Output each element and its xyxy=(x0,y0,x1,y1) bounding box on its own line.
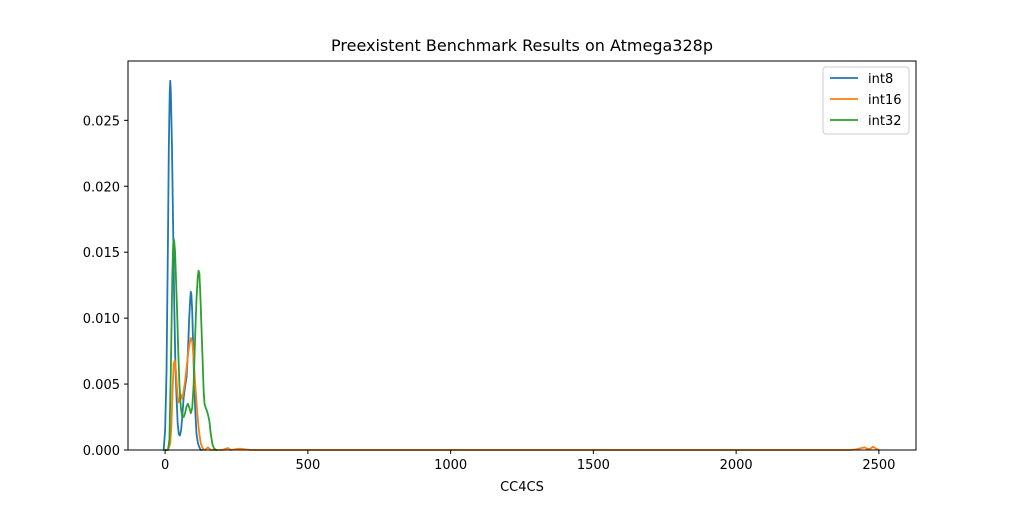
legend-label-int16: int16 xyxy=(868,93,902,108)
x-tick-label: 1500 xyxy=(577,458,610,473)
x-tick-label: 2000 xyxy=(720,458,753,473)
series-line-int32 xyxy=(164,238,218,451)
y-tick-label: 0.025 xyxy=(83,114,120,129)
x-axis: 0 500 1000 1500 2000 2500 xyxy=(161,450,895,473)
y-tick-label: 0.000 xyxy=(83,444,120,459)
y-axis: 0.000 0.005 0.010 0.015 0.020 0.025 xyxy=(83,114,128,459)
plot-frame xyxy=(127,60,917,451)
y-tick-label: 0.015 xyxy=(83,246,120,261)
x-tick-label: 2500 xyxy=(862,458,895,473)
legend-label-int32: int32 xyxy=(868,114,902,129)
x-axis-label: CC4CS xyxy=(500,480,544,495)
legend: int8 int16 int32 xyxy=(822,66,910,135)
x-tick-label: 1000 xyxy=(434,458,467,473)
legend-box xyxy=(822,66,910,135)
y-tick-label: 0.010 xyxy=(83,312,120,327)
y-tick-label: 0.005 xyxy=(83,378,120,393)
chart-title: Preexistent Benchmark Results on Atmega3… xyxy=(331,36,713,55)
y-tick-label: 0.020 xyxy=(83,180,120,195)
x-tick-label: 500 xyxy=(295,458,320,473)
legend-label-int8: int8 xyxy=(868,72,893,87)
x-tick-label: 0 xyxy=(161,458,169,473)
